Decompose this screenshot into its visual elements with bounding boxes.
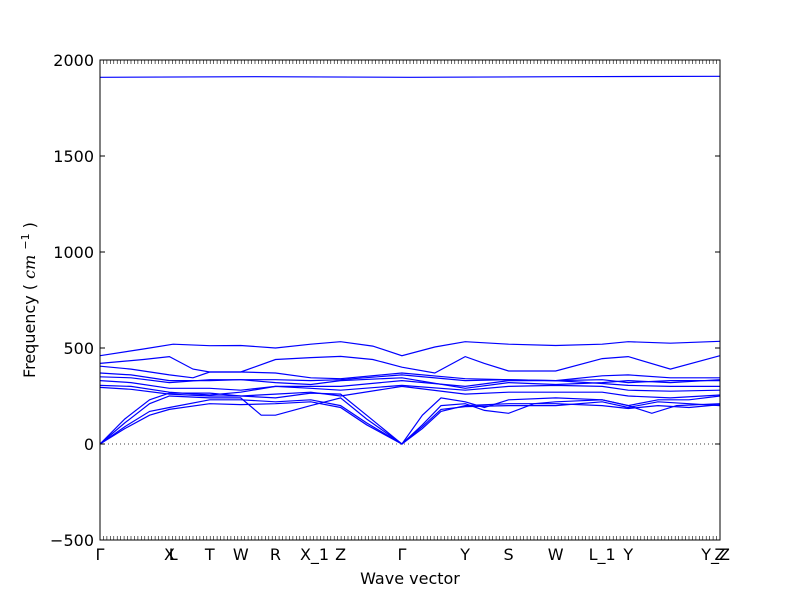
phonon-band-6 <box>99 376 721 389</box>
y-tick-label: −500 <box>50 531 94 550</box>
x-tick-label-6: R <box>270 545 281 564</box>
x-tick-label-9: Γ <box>397 545 406 564</box>
x-tick-label-14: Y <box>622 545 633 564</box>
x-tick-label-16: Z <box>715 545 726 564</box>
phonon-band-9 <box>99 385 721 399</box>
x-tick-label-11: S <box>504 545 514 564</box>
x-tick-label-10: Y <box>459 545 470 564</box>
x-tick-label-3: L <box>169 545 178 564</box>
y-tick-label: 1000 <box>53 243 94 262</box>
x-tick-label-12: W <box>548 545 564 564</box>
x-tick-label-4: T <box>204 545 215 564</box>
x-tick-label-5: W <box>233 545 249 564</box>
phonon-band-1 <box>99 75 721 78</box>
y-axis-label-open-paren: ( <box>20 284 39 290</box>
phonon-band-3 <box>99 355 721 374</box>
x-tick-label-13: L_1 <box>589 545 616 565</box>
y-tick-label: 500 <box>63 339 94 358</box>
phonon-band-11 <box>99 395 721 445</box>
y-axis-label-unit: cm <box>20 255 39 279</box>
x-tick-label-15: Y_Z <box>700 545 730 565</box>
x-tick-label-8: Z <box>335 545 346 564</box>
phonon-band-7 <box>99 379 720 391</box>
x-tick-label-1: Γ <box>96 545 105 564</box>
y-axis-label-unit-exp: −1 <box>19 233 32 249</box>
y-axis-label-text: Frequency <box>20 295 39 378</box>
series-layer <box>99 75 721 445</box>
x-tick-label-7: X_1 <box>300 545 329 565</box>
y-tick-label: 0 <box>84 435 94 454</box>
y-axis-label: Frequency ( cm −1 ) <box>19 222 40 378</box>
phonon-band-13 <box>99 401 721 445</box>
y-axis-label-close-paren: ) <box>20 222 39 228</box>
x-tick-label-2: X <box>164 545 175 564</box>
phonon-band-4 <box>99 365 720 382</box>
y-tick-label: 1500 <box>53 147 94 166</box>
phonon-band-2 <box>99 340 721 357</box>
x-axis-label: Wave vector <box>360 569 460 588</box>
plot-frame <box>99 59 721 541</box>
y-tick-label: 2000 <box>53 51 94 70</box>
